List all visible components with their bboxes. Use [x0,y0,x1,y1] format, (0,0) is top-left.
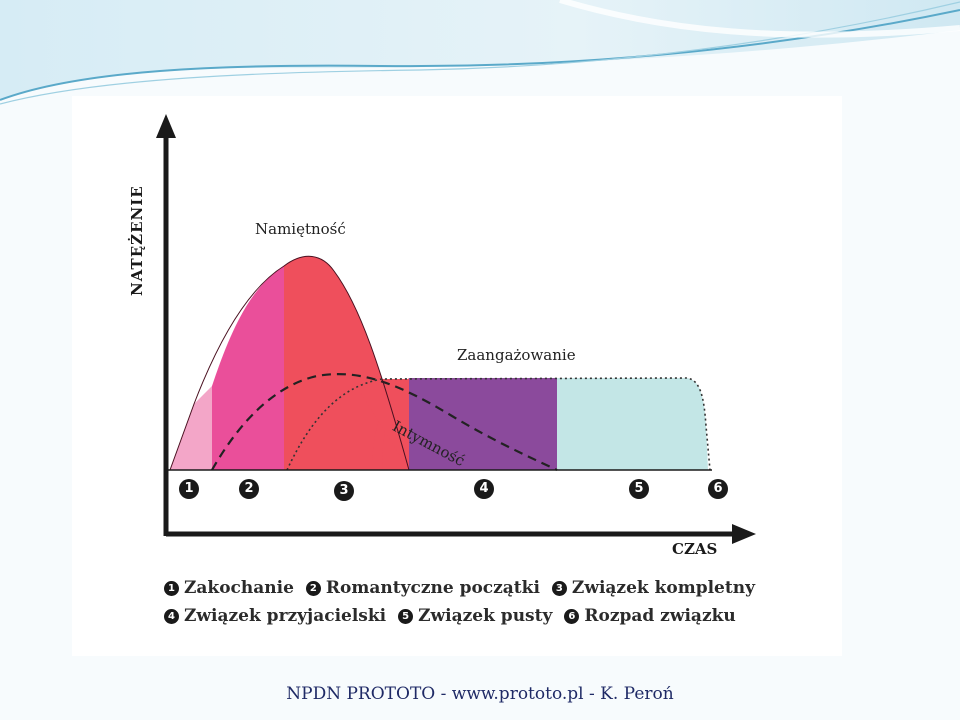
legend-number: 5 [398,608,414,624]
legend-label: Związek przyjacielski [184,606,387,626]
legend-label: Związek kompletny [571,578,755,598]
legend-label: Zakochanie [184,578,294,598]
stage-marker-5: 5 [629,479,649,499]
stage-3c-region [352,379,409,470]
legend-label: Związek pusty [418,606,553,626]
legend: 1 Zakochanie 2 Romantyczne początki 3 Zw… [164,574,804,630]
legend-row: 4 Związek przyjacielski 5 Związek pusty … [164,602,804,630]
stage-5-region [557,378,708,470]
legend-item: 2 Romantyczne początki [305,578,540,598]
legend-number: 1 [164,580,179,596]
legend-number: 3 [551,580,567,596]
legend-item: 6 Rozpad związku [564,606,736,626]
legend-item: 3 Związek kompletny [551,578,755,598]
commitment-label: Zaangażowanie [457,346,576,364]
diagram-graphic [156,114,756,544]
legend-item: 5 Związek pusty [398,606,552,626]
stage-marker-1: 1 [179,479,199,499]
x-axis-label: CZAS [672,540,718,558]
legend-row: 1 Zakochanie 2 Romantyczne początki 3 Zw… [164,574,804,602]
passion-curve [169,255,410,471]
legend-number: 6 [564,608,580,624]
y-axis-label: NATĘŻENIE [128,185,146,296]
legend-item: 4 Związek przyjacielski [164,606,386,626]
stage-marker-3: 3 [334,481,354,501]
stage-1-region [170,386,212,470]
x-axis-arrow [732,524,756,544]
stage-marker-4: 4 [474,479,494,499]
passion-label: Namiętność [255,220,346,238]
intimacy-curve [211,373,558,471]
legend-label: Rozpad związku [584,606,736,626]
stage-3b-region [372,378,412,470]
stage-marker-6: 6 [708,479,728,499]
y-axis-arrow [156,114,176,138]
legend-label: Romantyczne początki [325,578,540,598]
legend-number: 2 [305,580,321,596]
stage-4-region [409,378,557,470]
legend-item: 1 Zakochanie [164,578,294,598]
stage-2-region [212,266,284,470]
legend-number: 4 [164,608,179,624]
stage-marker-2: 2 [239,479,259,499]
relationship-diagram: NATĘŻENIE CZAS Namiętność Zaangażowanie … [72,96,842,656]
slide-footer: NPDN PROTOTO - www.prototo.pl - K. Peroń [286,684,674,704]
